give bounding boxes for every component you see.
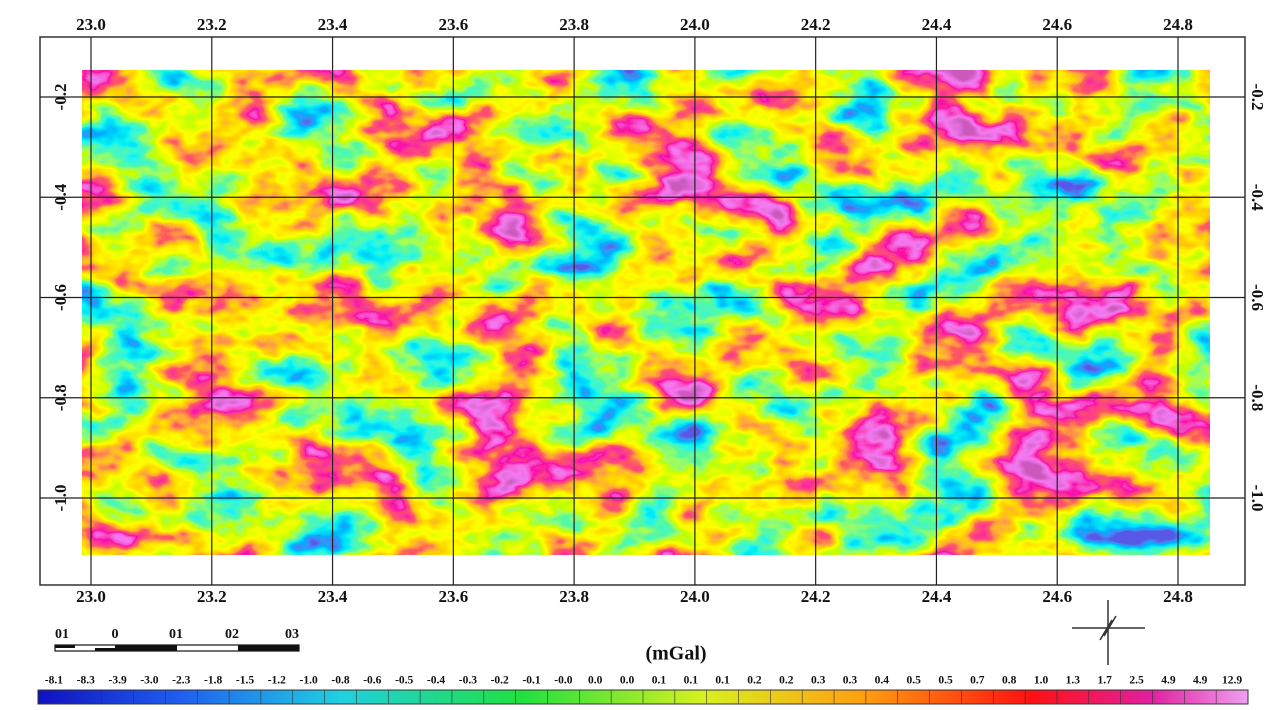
- color-bar-label: 0.5: [906, 675, 921, 687]
- color-bar-label: 0.7: [970, 675, 985, 687]
- color-bar-label: 0.1: [715, 675, 730, 687]
- x-tick-label: 23.0: [76, 587, 106, 606]
- color-bar-label: 0.8: [1002, 675, 1017, 687]
- color-bar-label: -3.9: [108, 675, 126, 687]
- y-tick-label: -1.0: [1248, 485, 1267, 512]
- x-tick-label: 23.2: [197, 15, 227, 34]
- color-bar-label: 0.3: [843, 675, 858, 687]
- color-bar-label: -1.8: [204, 675, 222, 687]
- color-bar-label: 4.9: [1161, 675, 1176, 687]
- x-tick-label: 23.8: [559, 15, 589, 34]
- anomaly-surface: [82, 70, 1210, 555]
- y-tick-label: -0.2: [1248, 84, 1267, 111]
- color-bar-label: -0.8: [331, 675, 349, 687]
- scale-label: 02: [225, 627, 239, 642]
- color-bar-label: 12.9: [1222, 675, 1242, 687]
- color-bar-label: 0.1: [652, 675, 667, 687]
- x-tick-label: 23.6: [438, 15, 468, 34]
- x-tick-label: 23.8: [559, 587, 589, 606]
- x-tick-label: 24.2: [801, 587, 831, 606]
- y-tick-label: -0.6: [51, 284, 70, 311]
- scale-label: 01: [55, 627, 69, 642]
- color-bar-label: 1.3: [1066, 675, 1081, 687]
- color-bar-label: -8.1: [45, 675, 63, 687]
- scale-label: 03: [285, 627, 299, 642]
- x-tick-label: 23.6: [438, 587, 468, 606]
- unit-label: (mGal): [645, 643, 706, 665]
- color-bar-label: -0.3: [459, 675, 477, 687]
- color-bar-label: 1.0: [1034, 675, 1049, 687]
- y-tick-label: -0.4: [1248, 184, 1267, 211]
- map-figure: 23.0 23.0 23.2 23.2 23.4 23.4 23.6 23.6 23.8 23.8…: [0, 0, 1280, 710]
- color-bar-label: 2.5: [1129, 675, 1144, 687]
- x-tick-label: 24.4: [922, 587, 952, 606]
- color-bar-label: 0.0: [588, 675, 603, 687]
- color-bar-label: 0.2: [747, 675, 762, 687]
- x-tick-label: 24.0: [680, 587, 710, 606]
- x-tick-label: 23.2: [197, 587, 227, 606]
- color-bar-label: 0.2: [779, 675, 794, 687]
- color-bar-label: 0.5: [938, 675, 953, 687]
- color-bar-label: -0.1: [522, 675, 540, 687]
- y-tick-label: -0.8: [1248, 384, 1267, 411]
- x-tick-label: 23.4: [318, 15, 348, 34]
- color-bar-label: 0.0: [620, 675, 635, 687]
- y-tick-label: -1.0: [51, 485, 70, 512]
- color-bar-label: -1.5: [236, 675, 254, 687]
- color-bar-label: -2.3: [172, 675, 190, 687]
- color-bar-label: -0.4: [427, 675, 445, 687]
- color-bar-label: -3.0: [140, 675, 158, 687]
- y-tick-label: -0.6: [1248, 284, 1267, 311]
- color-bar-label: 0.3: [811, 675, 826, 687]
- y-tick-label: -0.2: [51, 84, 70, 111]
- color-bar-label: 4.9: [1193, 675, 1208, 687]
- color-bar-label: -0.2: [491, 675, 509, 687]
- color-bar-label: 1.7: [1098, 675, 1113, 687]
- color-bar-label: -0.6: [363, 675, 381, 687]
- scale-label: 0: [112, 627, 119, 642]
- color-bar-label: -1.2: [268, 675, 286, 687]
- x-tick-label: 24.6: [1042, 587, 1072, 606]
- color-bar-label: 0.1: [684, 675, 699, 687]
- scale-bar: [55, 645, 299, 651]
- north-arrow: [1072, 600, 1145, 665]
- scale-label: 01: [169, 627, 183, 642]
- y-tick-label: -0.8: [51, 384, 70, 411]
- color-bar-label: 0.4: [875, 675, 890, 687]
- color-bar-label: -1.0: [300, 675, 318, 687]
- x-tick-label: 24.4: [922, 15, 952, 34]
- x-tick-label: 23.4: [318, 587, 348, 606]
- x-tick-label: 23.0: [76, 15, 106, 34]
- x-tick-label: 24.8: [1163, 15, 1193, 34]
- x-tick-label: 24.2: [801, 15, 831, 34]
- x-tick-label: 24.0: [680, 15, 710, 34]
- x-tick-label: 24.8: [1163, 587, 1193, 606]
- color-bar-label: -0.5: [395, 675, 413, 687]
- color-bar-label: -0.0: [554, 675, 572, 687]
- scale-labels: 01 0 01 02 03: [55, 627, 299, 642]
- y-tick-label: -0.4: [51, 183, 70, 210]
- color-bar-label: -8.3: [77, 675, 95, 687]
- x-tick-label: 24.6: [1042, 15, 1072, 34]
